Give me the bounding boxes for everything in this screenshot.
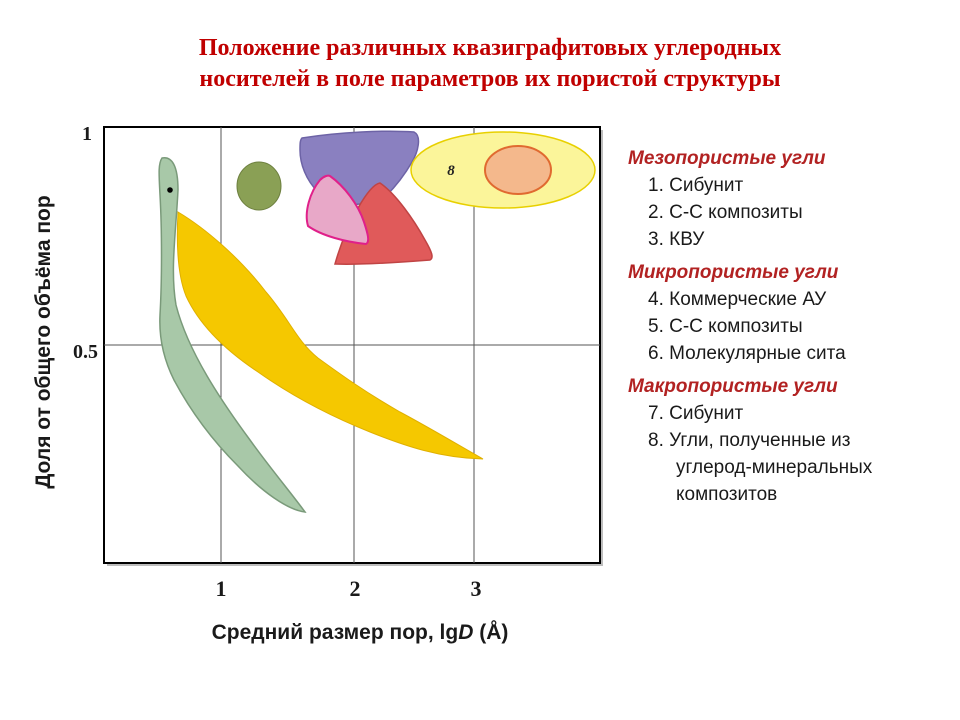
title-line-2: носителей в поле параметров их пористой …: [199, 66, 781, 92]
legend-item: 2. С-С композиты: [648, 202, 803, 223]
x-axis-label-suffix: (Å): [473, 620, 508, 644]
region-orange: [484, 145, 552, 195]
legend-item: 5. С-С композиты: [648, 316, 803, 337]
x-axis-label-var: D: [458, 621, 473, 644]
x-tick-2: 2: [350, 576, 361, 601]
legend-item: 3. КВУ: [648, 229, 705, 250]
y-axis-label: Доля от общего объёма пор: [32, 195, 55, 488]
region-marker-8: 8: [447, 163, 455, 179]
region-yellow-band: [176, 211, 484, 460]
legend: Мезопористые угли 1. Сибунит 2. С-С комп…: [628, 145, 948, 514]
y-tick-1: 1: [82, 123, 92, 145]
region-green-blob: [236, 161, 282, 211]
legend-item: 7. Сибунит: [648, 403, 744, 424]
region-green-band: [158, 157, 307, 513]
data-point-marker: [167, 187, 173, 193]
slide-title: Положение различных квазиграфитовых угле…: [60, 33, 920, 95]
legend-group-macroporous: Макропористые угли 7. Сибунит 8. Угли, п…: [628, 373, 948, 508]
x-axis-label-prefix: Средний размер пор, lg: [212, 621, 459, 644]
y-tick-05: 0.5: [73, 341, 98, 363]
x-tick-1: 1: [216, 576, 227, 601]
legend-group-mesoporous: Мезопористые угли 1. Сибунит 2. С-С комп…: [628, 145, 948, 253]
legend-item: 8. Угли, полученные из: [648, 430, 851, 451]
legend-heading: Мезопористые угли: [628, 148, 826, 169]
legend-item-continuation: углерод-минеральных: [676, 457, 873, 478]
region-pink: [305, 174, 370, 246]
legend-item: 1. Сибунит: [648, 175, 744, 196]
legend-item: 6. Молекулярные сита: [648, 343, 846, 364]
legend-group-microporous: Микропористые угли 4. Коммерческие АУ 5.…: [628, 259, 948, 367]
legend-heading: Микропористые угли: [628, 262, 839, 283]
legend-item-continuation: композитов: [676, 484, 778, 505]
legend-heading: Макропористые угли: [628, 376, 838, 397]
legend-item: 4. Коммерческие АУ: [648, 289, 827, 310]
title-line-1: Положение различных квазиграфитовых угле…: [198, 35, 782, 61]
x-tick-3: 3: [471, 576, 482, 601]
x-axis-label: Средний размер пор, lgD (Å): [212, 620, 509, 644]
